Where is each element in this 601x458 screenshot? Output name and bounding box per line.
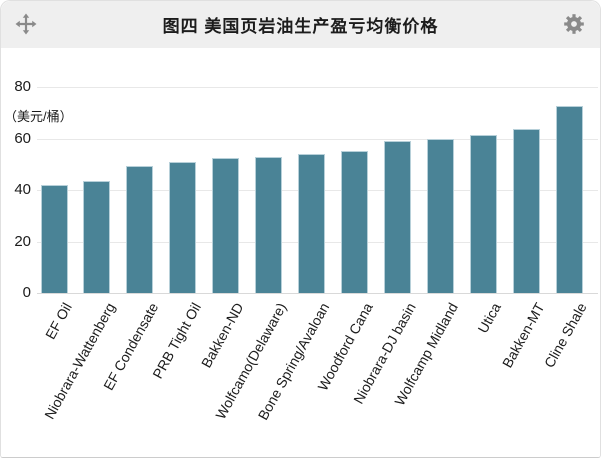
gridline-y80 xyxy=(37,87,598,88)
chart-title: 图四 美国页岩油生产盈亏均衡价格 xyxy=(162,17,439,36)
bar xyxy=(126,165,154,293)
x-axis-label: Cline Shale xyxy=(541,300,591,371)
bar xyxy=(555,106,583,293)
y-tick-label-40: 40 xyxy=(14,180,31,198)
gridline-y0 xyxy=(37,293,598,294)
bar xyxy=(426,138,454,293)
move-icon[interactable] xyxy=(14,12,38,36)
move-icon-glyph xyxy=(15,13,37,35)
bar xyxy=(169,161,197,293)
bar xyxy=(212,157,240,293)
y-tick-label-20: 20 xyxy=(14,232,31,250)
bar xyxy=(469,134,497,293)
y-tick-label-60: 60 xyxy=(14,129,31,147)
bar xyxy=(298,153,326,293)
y-tick-label-80: 80 xyxy=(14,77,31,95)
bar xyxy=(40,184,68,293)
x-axis-label: Bakken-ND xyxy=(197,300,247,371)
bar xyxy=(255,156,283,293)
y-tick-label-0: 0 xyxy=(22,283,31,301)
bar xyxy=(383,141,411,293)
x-axis-label: Bakken-MT xyxy=(498,300,548,371)
bar-chart: （美元/桶） 0 20 40 60 80 EF Oil Niobrara-Wattenbe… xyxy=(1,48,600,457)
gear-icon-glyph xyxy=(564,14,584,34)
bar xyxy=(83,180,111,293)
gridline-y60 xyxy=(37,138,598,140)
bar xyxy=(340,151,368,293)
y-axis-unit-label: （美元/桶） xyxy=(4,109,73,124)
gear-icon[interactable] xyxy=(562,12,586,36)
widget-header: 图四 美国页岩油生产盈亏均衡价格 xyxy=(1,1,600,48)
bar xyxy=(512,129,540,293)
x-axis-label: EF Oil xyxy=(42,300,75,342)
x-axis-label: Utica xyxy=(474,300,505,336)
